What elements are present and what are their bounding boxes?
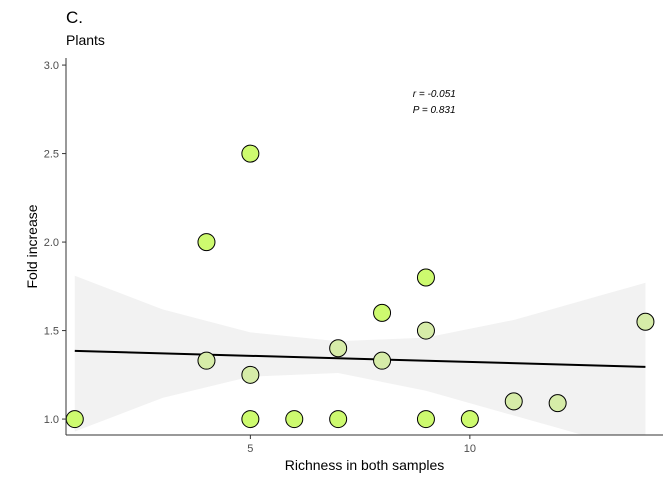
confidence-band-layer <box>74 275 646 435</box>
x-tick-label: 5 <box>247 443 253 455</box>
annotation-r: r = -0.051 <box>413 89 456 100</box>
data-point <box>373 303 392 322</box>
data-point <box>285 410 304 429</box>
y-axis-ticks: 1.0 1.5 2.0 2.5 3.0 <box>44 60 66 426</box>
x-axis-ticks: 5 10 <box>247 435 476 455</box>
x-tick-label: 10 <box>464 443 476 455</box>
annotation-p: P = 0.831 <box>413 105 456 116</box>
y-tick-label: 1.5 <box>44 326 59 338</box>
x-axis-label: Richness in both samples <box>285 457 445 473</box>
data-point <box>416 321 435 340</box>
y-tick-label: 3.0 <box>44 60 59 72</box>
y-tick-label: 2.5 <box>44 149 59 161</box>
chart-subtitle: Plants <box>66 32 105 48</box>
data-point <box>416 268 435 287</box>
data-point <box>197 233 216 252</box>
data-point <box>373 351 392 370</box>
data-point <box>636 312 655 331</box>
y-tick-label: 1.0 <box>44 414 59 426</box>
regression-line <box>74 349 646 368</box>
points-layer <box>65 144 655 429</box>
data-point <box>241 144 260 163</box>
data-point <box>329 339 348 358</box>
confidence-band <box>74 275 646 435</box>
regression-line-layer <box>74 349 646 368</box>
data-point <box>197 351 216 370</box>
y-tick-label: 2.0 <box>44 237 59 249</box>
y-axis-label: Fold increase <box>24 204 40 288</box>
data-point <box>416 410 435 429</box>
data-point <box>241 410 260 429</box>
data-point <box>65 410 84 429</box>
data-point <box>241 365 260 384</box>
data-point <box>460 410 479 429</box>
data-point <box>548 394 567 413</box>
data-point <box>329 410 348 429</box>
chart-title: C. <box>66 8 83 27</box>
data-point <box>504 392 523 411</box>
